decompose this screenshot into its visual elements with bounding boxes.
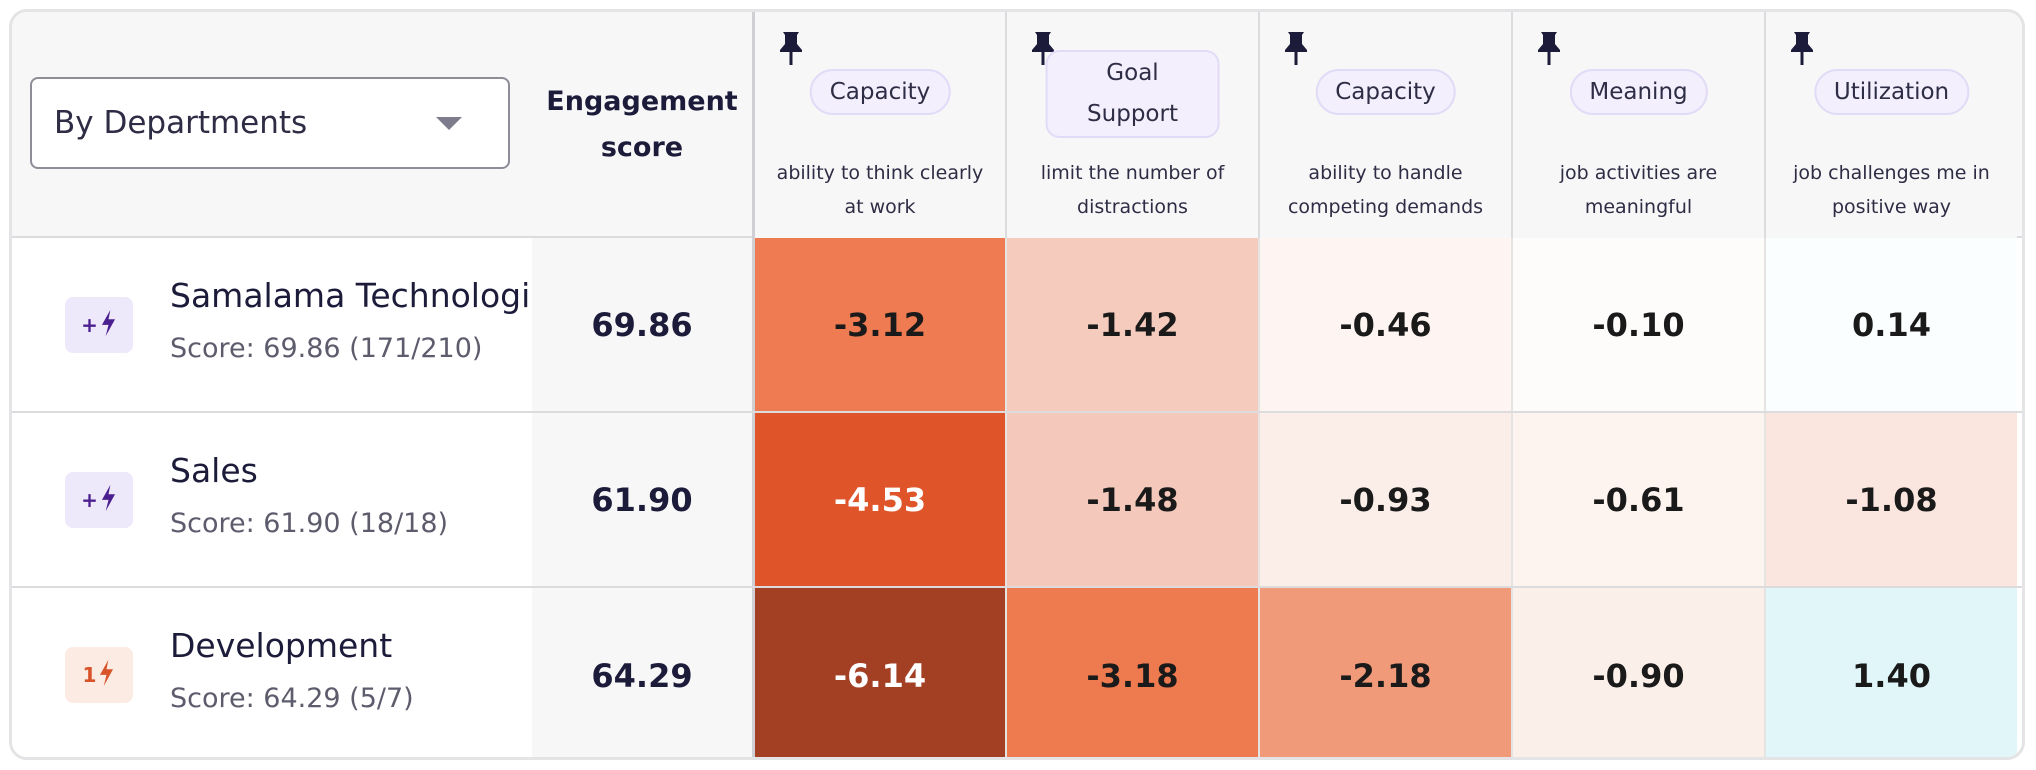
metric-tag-text: Utilization [1833, 79, 1950, 105]
action-badge[interactable]: + [65, 297, 133, 353]
engagement-score-value: 69.86 [532, 238, 752, 411]
department-score: Score: 61.90 (18/18) [170, 508, 449, 539]
heatmap-cell[interactable]: -1.48 [1005, 413, 1258, 586]
metric-description: limit the number of distractions [1007, 156, 1258, 224]
metric-description-line: ability to handle [1308, 162, 1463, 184]
heatmap-cell[interactable]: -2.18 [1258, 588, 1511, 757]
heatmap-cell[interactable]: -3.18 [1005, 588, 1258, 757]
metric-description-line: limit the number of [1040, 162, 1225, 184]
table-header: By Departments Engagement score Capacity… [12, 12, 2022, 238]
metric-tag-text: Goal [1106, 60, 1159, 86]
metric-tag-text: Meaning [1589, 79, 1688, 105]
metric-tag-text: Capacity [1335, 79, 1436, 105]
heatmap-cell[interactable]: -0.46 [1258, 238, 1511, 411]
badge-prefix: + [81, 313, 98, 337]
pin-icon[interactable] [1535, 30, 1563, 66]
action-badge[interactable]: + [65, 472, 133, 528]
heatmap-cell[interactable]: 0.14 [1764, 238, 2017, 411]
metric-description: ability to handle competing demands [1260, 156, 1511, 224]
metric-description-line: competing demands [1287, 196, 1484, 218]
metric-column-header: Capacity ability to handle competing deman… [1258, 12, 1511, 238]
table-row: 1 Development Score: 64.29 (5/7) 64.29 -6.14… [12, 588, 2022, 757]
metric-description-line: job activities are [1559, 162, 1718, 184]
department-name[interactable]: Samalama Technologies [170, 276, 532, 315]
pin-icon[interactable] [1029, 30, 1057, 66]
metric-column-header: Utilization job challenges me in positive … [1764, 12, 2017, 238]
metric-tag-pill: Meaning [1569, 69, 1708, 115]
department-cell: 1 Development Score: 64.29 (5/7) [12, 588, 532, 757]
engagement-table: By Departments Engagement score Capacity… [9, 9, 2025, 760]
department-cell: + Sales Score: 61.90 (18/18) [12, 413, 532, 586]
pin-icon[interactable] [1788, 30, 1816, 66]
badge-prefix: + [81, 488, 98, 512]
metric-tag-pill: Capacity [809, 69, 951, 115]
pin-icon[interactable] [777, 30, 805, 66]
metric-column-header: Goal Support limit the number of distractio… [1005, 12, 1258, 238]
lightning-icon [96, 659, 115, 692]
action-badge[interactable]: 1 [65, 647, 133, 703]
metric-description-line: positive way [1832, 196, 1951, 218]
metric-description: job activities are meaningful [1513, 156, 1764, 224]
badge-prefix: 1 [82, 663, 97, 687]
metric-description: ability to think clearly at work [755, 156, 1005, 224]
lightning-icon [98, 484, 117, 517]
department-score: Score: 69.86 (171/210) [170, 333, 483, 364]
engagement-header-line2: score [600, 132, 684, 163]
table-row: + Sales Score: 61.90 (18/18) 61.90 -4.53 -1.4… [12, 413, 2022, 588]
metric-tag-pill: Capacity [1315, 69, 1456, 115]
heatmap-cell[interactable]: -6.14 [752, 588, 1005, 757]
lightning-icon [98, 309, 117, 342]
metric-tag-pill: Goal Support [1045, 50, 1220, 138]
group-by-dropdown[interactable]: By Departments [30, 77, 510, 169]
pin-icon[interactable] [1282, 30, 1310, 66]
dropdown-label: By Departments [54, 105, 308, 141]
engagement-header-line1: Engagement [546, 86, 738, 117]
engagement-score-header[interactable]: Engagement score [532, 12, 752, 238]
department-name[interactable]: Sales [170, 451, 258, 490]
heatmap-cell[interactable]: -4.53 [752, 413, 1005, 586]
metric-description-line: at work [844, 196, 916, 218]
metric-column-header: Capacity ability to think clearly at work [752, 12, 1005, 238]
heatmap-cell[interactable]: -0.10 [1511, 238, 1764, 411]
department-score: Score: 64.29 (5/7) [170, 683, 414, 714]
heatmap-cell[interactable]: -3.12 [752, 238, 1005, 411]
metric-description: job challenges me in positive way [1766, 156, 2017, 224]
heatmap-cell[interactable]: -1.08 [1764, 413, 2017, 586]
metric-description-line: meaningful [1584, 196, 1693, 218]
heatmap-cell[interactable]: -0.93 [1258, 413, 1511, 586]
metric-description-line: distractions [1077, 196, 1188, 218]
heatmap-cell[interactable]: -0.61 [1511, 413, 1764, 586]
heatmap-cell[interactable]: -0.90 [1511, 588, 1764, 757]
engagement-score-value: 61.90 [532, 413, 752, 586]
table-row: + Samalama Technologies Score: 69.86 (171/… [12, 238, 2022, 413]
metric-description-line: job challenges me in [1793, 162, 1990, 184]
heatmap-cell[interactable]: 1.40 [1764, 588, 2017, 757]
heatmap-cell[interactable]: -1.42 [1005, 238, 1258, 411]
metric-tag-pill: Utilization [1813, 69, 1970, 115]
metric-description-line: ability to think clearly [776, 162, 984, 184]
metric-tag-text: Capacity [829, 79, 931, 105]
department-name[interactable]: Development [170, 626, 393, 665]
chevron-down-icon [436, 116, 462, 130]
department-cell: + Samalama Technologies Score: 69.86 (171/… [12, 238, 532, 411]
engagement-score-value: 64.29 [532, 588, 752, 757]
metric-tag-text: Support [1087, 101, 1178, 127]
metric-column-header: Meaning job activities are meaningful [1511, 12, 1764, 238]
